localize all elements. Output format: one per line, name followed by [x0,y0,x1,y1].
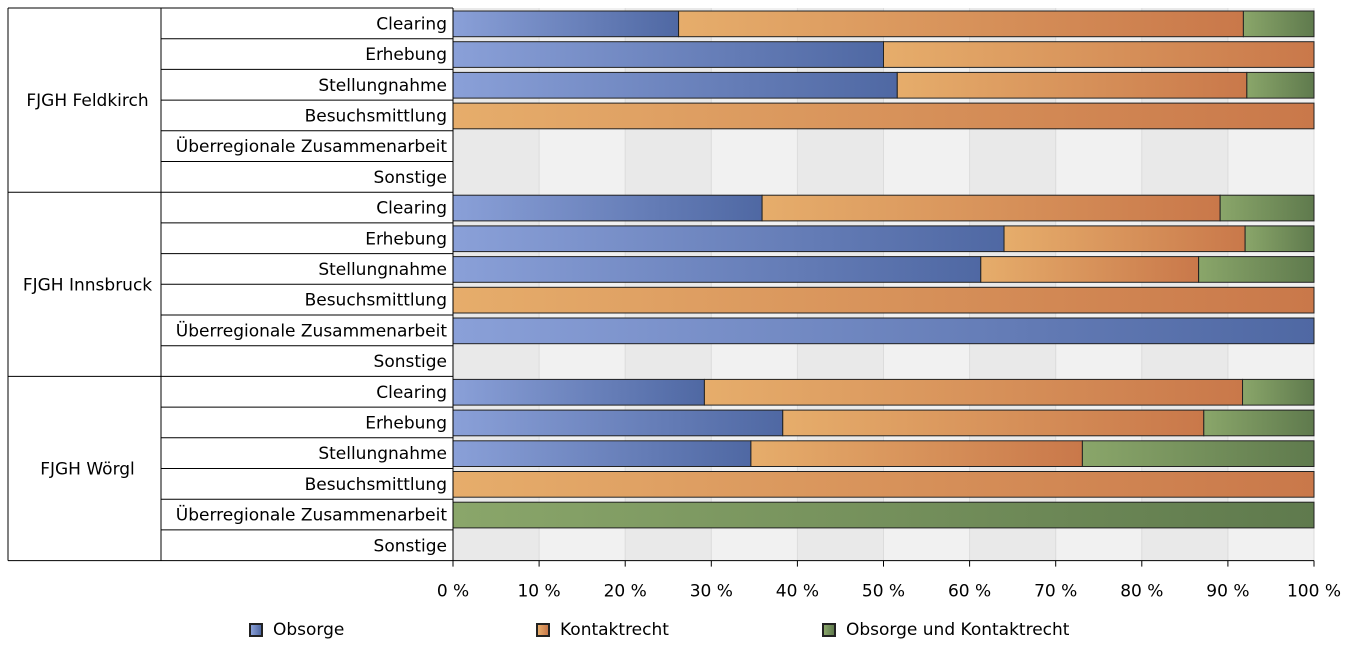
bar-obsorge-und-kontaktrecht [1219,194,1315,222]
bar-obsorge [452,194,763,222]
bar-kontaktrecht [678,10,1244,38]
bar-obsorge [452,225,1005,253]
bar-kontaktrecht [452,286,1315,314]
category-label: Besuchsmittlung [305,475,447,495]
x-tick-label: 100 % [1287,582,1341,602]
x-tick-label: 60 % [948,582,991,602]
x-axis: 0 % 10 % 20 % 30 % 40 % 50 % 60 % 70 % 80 % 90 % 1… [437,8,1341,602]
legend-label-kontaktrecht: Kontaktrecht [560,620,669,640]
category-label: Clearing [376,199,447,219]
bar-kontaktrecht [761,194,1221,222]
bar-kontaktrecht [896,71,1248,99]
category-label: Stellungnahme [318,260,447,280]
bar-obsorge [452,71,898,99]
plot-background-bands [452,8,1315,561]
bar-kontaktrecht [452,471,1315,498]
bar-obsorge-und-kontaktrecht [1242,378,1315,406]
grid-band [1141,8,1228,561]
bar-obsorge [452,409,784,437]
legend-label-obsorge-und-kontaktrecht: Obsorge und Kontaktrecht [846,620,1070,640]
legend-item-obsorge: Obsorge [249,620,344,640]
bar-obsorge-und-kontaktrecht [1244,225,1315,253]
bar-obsorge-und-kontaktrecht [1198,256,1315,283]
category-label: Stellungnahme [318,76,447,96]
group-label: FJGH Feldkirch [26,91,148,111]
category-label: Clearing [376,14,447,34]
category-label: Besuchsmittlung [305,291,447,311]
grid-band [1227,8,1314,561]
grid-band [625,8,712,561]
bar-obsorge-und-kontaktrecht [1246,71,1315,99]
bar-obsorge [452,41,884,68]
category-label: Clearing [376,383,447,403]
grid-band [797,8,884,561]
legend-item-kontaktrecht: Kontaktrecht [536,620,669,640]
category-label: Überregionale Zusammenarbeit [176,504,448,526]
bars [452,10,1315,529]
group-label: FJGH Innsbruck [23,275,152,295]
bar-kontaktrecht [1003,225,1246,253]
bar-obsorge [452,317,1315,345]
category-label: Überregionale Zusammenarbeit [176,135,448,157]
category-label: Erhebung [365,229,447,249]
legend-label-obsorge: Obsorge [273,620,345,640]
x-tick-label: 80 % [1120,582,1163,602]
bar-obsorge [452,378,705,406]
category-label: Stellungnahme [318,444,447,464]
x-tick-label: 40 % [776,582,819,602]
x-tick-label: 30 % [690,582,733,602]
bar-kontaktrecht [452,102,1315,130]
legend-item-obsorge-und-kontaktrecht: Obsorge und Kontaktrecht [822,620,1069,640]
x-tick-label: 50 % [862,582,905,602]
group-label: FJGH Wörgl [40,460,135,480]
grid-band [711,8,798,561]
category-label: Sonstige [374,536,447,556]
bar-obsorge [452,440,752,467]
bar-obsorge-und-kontaktrecht [452,501,1315,529]
legend-swatch-kontaktrecht [536,623,550,637]
bar-kontaktrecht [703,378,1244,406]
grid-band [883,8,970,561]
category-label: Sonstige [374,352,447,372]
x-tick-label: 20 % [604,582,647,602]
category-label: Überregionale Zusammenarbeit [176,319,448,341]
grid-band [539,8,626,561]
bar-obsorge-und-kontaktrecht [1203,409,1315,437]
x-tick-label: 0 % [437,582,469,602]
x-tick-label: 90 % [1206,582,1249,602]
legend-swatch-obsorge [249,623,263,637]
category-table: FJGH Feldkirch Clearing Erhebung Stellungna… [7,7,453,562]
category-label: Erhebung [365,45,447,65]
bar-obsorge [452,256,982,283]
bar-kontaktrecht [750,440,1083,467]
x-tick-label: 10 % [517,582,560,602]
grid-band [969,8,1056,561]
stacked-bar-chart: FJGH Feldkirch Clearing Erhebung Stellungna… [7,7,1341,602]
category-label: Besuchsmittlung [305,106,447,126]
legend-swatch-obsorge-und-kontaktrecht [822,623,836,637]
bar-kontaktrecht [883,41,1315,68]
x-tick-label: 70 % [1034,582,1077,602]
bar-obsorge [452,10,680,38]
bar-kontaktrecht [782,409,1205,437]
bar-obsorge-und-kontaktrecht [1081,440,1315,467]
bar-obsorge-und-kontaktrecht [1242,10,1315,38]
legend: Obsorge Kontaktrecht Obsorge und Kontakt… [0,620,1363,646]
category-label: Sonstige [374,168,447,188]
bar-kontaktrecht [980,256,1200,283]
grid-band [1055,8,1142,561]
category-label: Erhebung [365,413,447,433]
grid-band [453,8,540,561]
